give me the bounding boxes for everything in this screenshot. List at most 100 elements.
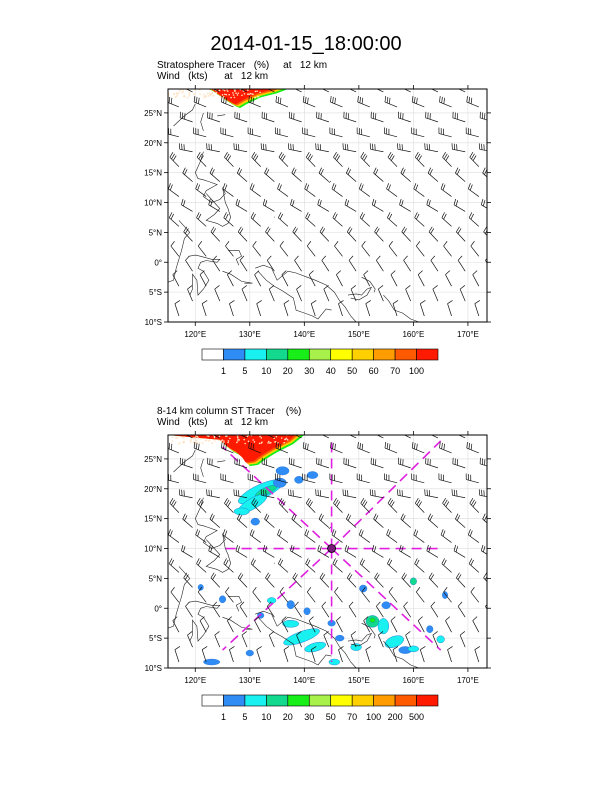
panel1-tracer-speckle bbox=[181, 92, 183, 94]
panel1-wind-barb bbox=[458, 256, 465, 271]
panel1-y-tick-label: 5°S bbox=[149, 288, 162, 297]
panel1-wind-barb bbox=[453, 112, 465, 122]
panel1-wind-barb bbox=[456, 227, 465, 242]
panel2-tracer-speckle bbox=[214, 437, 216, 439]
panel1-wind-barb bbox=[358, 96, 370, 107]
panel2-wind-barb bbox=[475, 646, 480, 662]
panel1-wind-barb bbox=[322, 256, 329, 271]
panel2-tracer-speckle bbox=[267, 442, 269, 444]
panel2-wind-barb bbox=[345, 545, 356, 557]
panel1-tracer-speckle bbox=[173, 93, 175, 95]
panel1-wind-barb bbox=[330, 128, 343, 137]
panel1-wind-barb bbox=[213, 256, 220, 271]
panel2-wind-barb bbox=[253, 587, 261, 602]
panel1-wind-barb bbox=[240, 256, 247, 271]
panel1-wind-barb bbox=[292, 168, 302, 182]
panel2-colorbar-cell bbox=[395, 695, 416, 706]
panel2-wind-barb bbox=[197, 558, 207, 572]
panel1-tracer-speckle bbox=[189, 95, 191, 97]
panel1-wind-barb bbox=[235, 112, 247, 122]
panel1-tracer-speckle bbox=[187, 97, 189, 99]
panel1-wind-barb bbox=[263, 199, 274, 211]
panel1-tracer-speckle bbox=[178, 92, 180, 94]
panel2-wind-barb bbox=[242, 631, 247, 647]
panel2-tracer-patch bbox=[442, 592, 447, 599]
panel2-tracer-speckle bbox=[196, 442, 198, 444]
panel1-wind-barb bbox=[425, 143, 438, 151]
panel2-tracer-speckle bbox=[171, 437, 173, 439]
panel1-tracer-speckle bbox=[234, 97, 236, 99]
panel2-tracer-patch bbox=[410, 578, 417, 585]
panel2-wind-barb bbox=[183, 514, 193, 528]
panel2-x-tick-label: 140°E bbox=[293, 676, 315, 685]
panel2-wind-barb bbox=[168, 529, 179, 542]
panel1-wind-barb bbox=[406, 285, 411, 301]
panel1-tracer-speckle bbox=[230, 97, 232, 99]
panel1-wind-barb bbox=[180, 112, 192, 122]
panel1-wind-barb bbox=[171, 241, 179, 256]
panel2-plot-area bbox=[165, 426, 492, 668]
panel1-tracer-speckle bbox=[248, 93, 250, 95]
panel1-tracer-speckle bbox=[184, 95, 186, 97]
panel1-wind-barb bbox=[333, 212, 343, 226]
panel2-y-tick-label: 0° bbox=[154, 604, 162, 613]
panel1-wind-barb bbox=[359, 183, 370, 196]
panel2-colorbar-cell bbox=[245, 695, 266, 706]
panel2-tracer-speckle bbox=[228, 440, 230, 442]
panel2-tracer-speckle bbox=[183, 436, 185, 438]
panel1-wind-barb bbox=[444, 241, 452, 256]
panel1-wind-barb bbox=[267, 256, 274, 271]
panel1-tracer-speckle bbox=[259, 92, 261, 94]
panel1-wind-barb bbox=[397, 143, 410, 151]
panel2-wind-barb bbox=[456, 573, 465, 588]
panel1-wind-barb bbox=[280, 241, 288, 256]
panel1-colorbar-label: 40 bbox=[326, 366, 336, 376]
panel2-tracer-patch bbox=[295, 476, 304, 483]
panel2-wind-barb bbox=[250, 529, 261, 542]
panel1-wind-barb bbox=[475, 300, 480, 316]
panel2-colorbar-label: 1 bbox=[221, 712, 226, 722]
panel1-tracer-speckle bbox=[224, 90, 226, 92]
panel2-tracer-speckle bbox=[268, 441, 270, 443]
panel1-wind-barb bbox=[265, 227, 274, 242]
panel1-wind-barb bbox=[483, 168, 493, 182]
panel1-wind-barb bbox=[330, 96, 342, 107]
panel2-colorbar-label: 200 bbox=[388, 712, 403, 722]
panel1-wind-barb bbox=[362, 241, 370, 256]
panel2-wind-barb bbox=[336, 617, 342, 633]
panel1-coastline bbox=[201, 113, 204, 131]
panel2-wind-barb bbox=[278, 558, 288, 572]
panel1-tracer-speckle bbox=[224, 93, 226, 95]
panel1-wind-barb bbox=[207, 143, 220, 151]
panel1-wind-barb bbox=[197, 152, 206, 166]
panel1-x-tick-label: 130°E bbox=[239, 330, 261, 339]
panel1-wind-barb bbox=[278, 212, 288, 226]
panel2-wind-barb bbox=[185, 602, 192, 617]
panel2-wind-barb bbox=[333, 558, 343, 572]
panel1-wind-barb bbox=[262, 112, 274, 122]
panel1-colorbar-label: 70 bbox=[390, 366, 400, 376]
panel1-wind-barb bbox=[393, 300, 398, 316]
panel1-tracer-speckle bbox=[212, 92, 214, 94]
panel2-tracer-patch bbox=[437, 636, 445, 643]
panel1-wind-barb bbox=[445, 271, 451, 287]
panel1-wind-barb bbox=[375, 227, 384, 242]
panel2-tracer-speckle bbox=[287, 439, 289, 441]
panel1-wind-barb bbox=[225, 241, 233, 256]
panel2-wind-barb bbox=[349, 602, 356, 617]
panel2-wind-barb bbox=[393, 646, 398, 662]
panel2-colorbar-cell bbox=[417, 695, 438, 706]
panel1-tracer-speckle bbox=[188, 93, 190, 95]
panel1-wind-barb bbox=[197, 212, 207, 226]
panel2-wind-barb bbox=[344, 458, 356, 468]
panel2-wind-barb bbox=[209, 545, 220, 557]
panel1-wind-barb bbox=[334, 241, 342, 256]
panel2-wind-barb bbox=[389, 587, 397, 602]
panel2-wind-barb bbox=[236, 545, 247, 557]
panel2-colorbar-label: 30 bbox=[304, 712, 314, 722]
panel1-y-tick-label: 25°N bbox=[144, 109, 162, 118]
panel2-tracer-speckle bbox=[209, 439, 211, 441]
panel2-wind-barb bbox=[360, 558, 370, 572]
panel2-tracer-speckle bbox=[237, 440, 239, 442]
panel1-colorbar-label: 50 bbox=[347, 366, 357, 376]
